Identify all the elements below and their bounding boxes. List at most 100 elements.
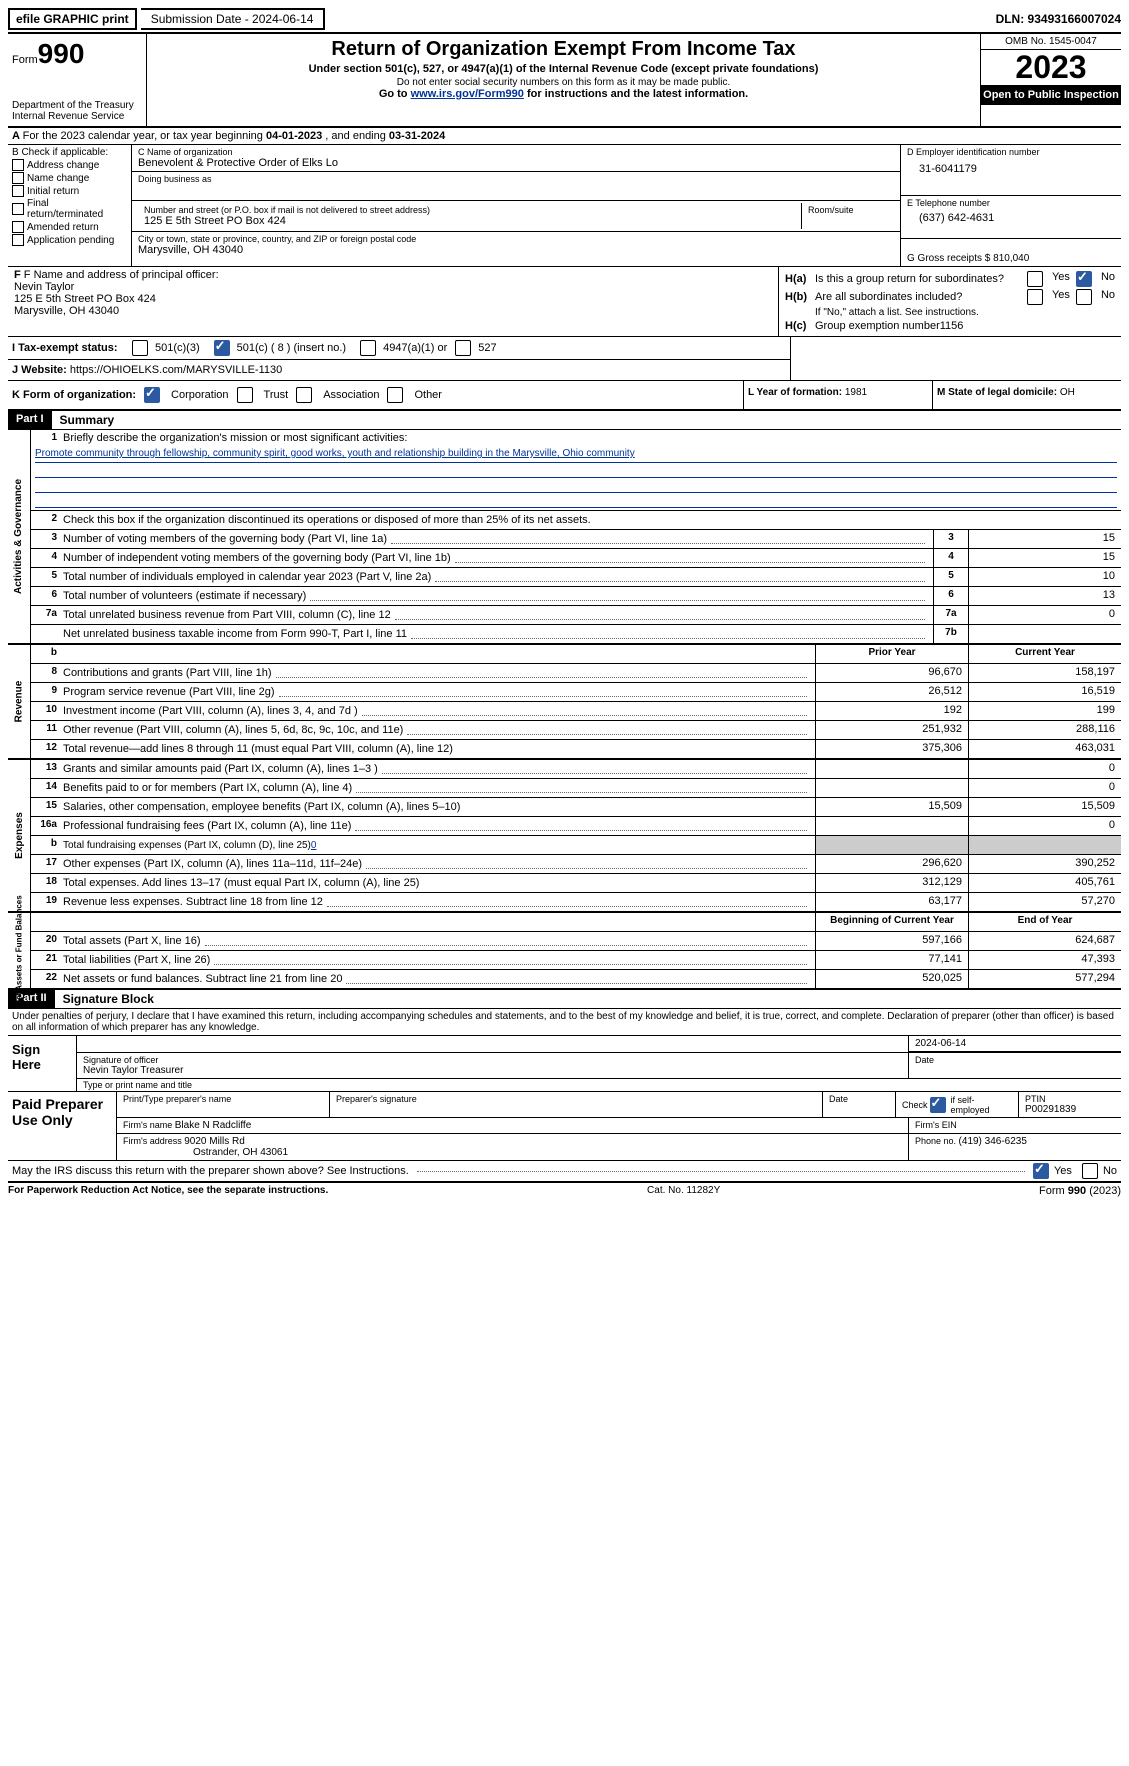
ein: 31-6041179 <box>907 157 1115 175</box>
p17: 296,620 <box>815 855 968 873</box>
check-4947[interactable] <box>360 340 376 356</box>
efile-print-button[interactable]: efile GRAPHIC print <box>8 8 137 30</box>
telephone: (637) 642-4631 <box>907 208 1115 224</box>
ha-no[interactable] <box>1076 271 1092 287</box>
check-trust[interactable] <box>237 387 253 403</box>
row-fh: F F Name and address of principal office… <box>8 267 1121 337</box>
c20: 624,687 <box>968 932 1121 950</box>
p22: 520,025 <box>815 970 968 988</box>
room-suite-label: Room/suite <box>808 205 854 215</box>
signature-block: Under penalties of perjury, I declare th… <box>8 1009 1121 1183</box>
gross-receipts: 810,040 <box>993 253 1029 264</box>
hb-note: If "No," attach a list. See instructions… <box>785 307 1115 318</box>
vtab-net: Net Assets or Fund Balances <box>15 895 24 1005</box>
v4: 15 <box>968 549 1121 567</box>
p11: 251,932 <box>815 721 968 739</box>
vtab-governance: Activities & Governance <box>14 479 25 594</box>
col-c: C Name of organizationBenevolent & Prote… <box>132 145 901 266</box>
part1-header: Part I Summary <box>8 411 1121 430</box>
c19: 57,270 <box>968 893 1121 911</box>
check-name-change[interactable] <box>12 172 24 184</box>
c21: 47,393 <box>968 951 1121 969</box>
c12: 463,031 <box>968 740 1121 758</box>
p12: 375,306 <box>815 740 968 758</box>
check-application-pending[interactable] <box>12 234 24 246</box>
p18: 312,129 <box>815 874 968 892</box>
check-527[interactable] <box>455 340 471 356</box>
check-self-employed[interactable] <box>930 1097 946 1113</box>
c11: 288,116 <box>968 721 1121 739</box>
c18: 405,761 <box>968 874 1121 892</box>
firm-addr2: Ostrander, OH 43061 <box>123 1147 902 1158</box>
col-h: H(a) Is this a group return for subordin… <box>779 267 1121 336</box>
hb-no[interactable] <box>1076 289 1092 305</box>
discuss-row: May the IRS discuss this return with the… <box>8 1161 1121 1181</box>
form990-link[interactable]: www.irs.gov/Form990 <box>411 88 524 100</box>
dept-treasury: Department of the Treasury <box>12 100 142 111</box>
c17: 390,252 <box>968 855 1121 873</box>
v6: 13 <box>968 587 1121 605</box>
p13 <box>815 760 968 778</box>
v7b <box>968 625 1121 643</box>
city-state-zip: Marysville, OH 43040 <box>138 244 894 256</box>
form-header: Form990 Department of the Treasury Inter… <box>8 34 1121 128</box>
row-i: I Tax-exempt status: 501(c)(3) 501(c) ( … <box>8 337 790 360</box>
ssn-note: Do not enter social security numbers on … <box>157 77 970 88</box>
type-print-label: Type or print name and title <box>77 1079 1121 1091</box>
header-mid: Return of Organization Exempt From Incom… <box>147 34 980 126</box>
current-year-hdr: Current Year <box>968 645 1121 663</box>
ha-yes[interactable] <box>1027 271 1043 287</box>
fundraising-exp: 0 <box>311 840 317 851</box>
sign-here: Sign Here <box>8 1036 77 1091</box>
discuss-yes[interactable] <box>1033 1163 1049 1179</box>
check-initial-return[interactable] <box>12 185 24 197</box>
p9: 26,512 <box>815 683 968 701</box>
part2-header: Part II Signature Block <box>8 990 1121 1009</box>
topbar: efile GRAPHIC print Submission Date - 20… <box>8 8 1121 34</box>
check-other[interactable] <box>387 387 403 403</box>
end-year-hdr: End of Year <box>968 913 1121 931</box>
check-address-change[interactable] <box>12 159 24 171</box>
footer: For Paperwork Reduction Act Notice, see … <box>8 1183 1121 1197</box>
header-right: OMB No. 1545-0047 2023 Open to Public In… <box>980 34 1121 126</box>
c8: 158,197 <box>968 664 1121 682</box>
c14: 0 <box>968 779 1121 797</box>
check-amended[interactable] <box>12 221 24 233</box>
p19: 63,177 <box>815 893 968 911</box>
discuss-no[interactable] <box>1082 1163 1098 1179</box>
c15: 15,509 <box>968 798 1121 816</box>
mission-text: Promote community through fellowship, co… <box>35 448 1117 463</box>
c16b <box>968 836 1121 854</box>
v7a: 0 <box>968 606 1121 624</box>
col-f: F F Name and address of principal office… <box>8 267 779 336</box>
check-501c[interactable] <box>214 340 230 356</box>
col-b: B Check if applicable: Address change Na… <box>8 145 132 266</box>
hb-yes[interactable] <box>1027 289 1043 305</box>
check-501c3[interactable] <box>132 340 148 356</box>
form-title: Return of Organization Exempt From Incom… <box>157 38 970 61</box>
p14 <box>815 779 968 797</box>
col-b-label: B Check if applicable: <box>12 147 127 158</box>
expenses-section: Expenses 13Grants and similar amounts pa… <box>8 760 1121 913</box>
vtab-revenue: Revenue <box>14 681 25 723</box>
instructions-link-line: Go to www.irs.gov/Form990 for instructio… <box>157 88 970 100</box>
vtab-expenses: Expenses <box>14 812 25 859</box>
tax-year: 2023 <box>981 50 1121 85</box>
group-exemption: 1156 <box>940 320 964 332</box>
line2: Check this box if the organization disco… <box>63 514 591 526</box>
501c-num: 8 <box>278 342 284 354</box>
begin-year-hdr: Beginning of Current Year <box>815 913 968 931</box>
year-formation: 1981 <box>845 387 867 398</box>
submission-date: Submission Date - 2024-06-14 <box>141 8 326 30</box>
check-assoc[interactable] <box>296 387 312 403</box>
c13: 0 <box>968 760 1121 778</box>
check-corp[interactable] <box>144 387 160 403</box>
state-domicile: OH <box>1060 387 1075 398</box>
paperwork-notice: For Paperwork Reduction Act Notice, see … <box>8 1185 328 1197</box>
row-k: K Form of organization: Corporation Trus… <box>8 381 1121 411</box>
officer-addr2: Marysville, OH 43040 <box>14 305 772 317</box>
check-final-return[interactable] <box>12 203 24 215</box>
firm-addr1: 9020 Mills Rd <box>184 1136 245 1147</box>
c16a: 0 <box>968 817 1121 835</box>
dln: DLN: 93493166007024 <box>996 12 1121 26</box>
